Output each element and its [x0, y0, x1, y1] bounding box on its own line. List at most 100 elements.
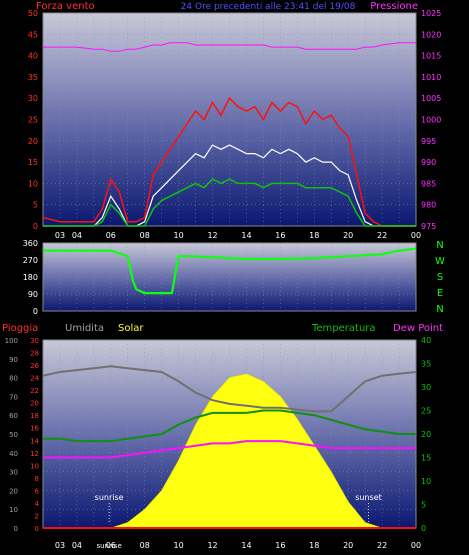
humidity-tick-label: 0 — [14, 525, 18, 533]
pressure-tick-label: 975 — [421, 222, 436, 231]
wind-tick-label: 40 — [28, 52, 38, 61]
pressure-tick-label: 1010 — [421, 73, 441, 82]
compass-label-W: W — [435, 256, 445, 267]
weather-time-tick-label: 08 — [140, 541, 150, 550]
compass-label-E: E — [437, 288, 443, 299]
rain-tick-label: 16 — [30, 425, 39, 433]
pressure-tick-label: 990 — [421, 158, 436, 167]
weather-time-tick-label: 04 — [72, 541, 82, 550]
temperature-tick-label: 5 — [421, 501, 426, 510]
pressure-tick-label: 1000 — [421, 116, 441, 125]
rain-tick-label: 2 — [35, 512, 39, 520]
series-pressione-line — [43, 42, 416, 52]
humidity-tick-label: 40 — [9, 450, 18, 458]
sunset-annotation: sunset — [355, 493, 382, 502]
humidity-tick-label: 100 — [5, 337, 18, 345]
rain-tick-label: 8 — [35, 475, 39, 483]
weather-time-tick-label: 10 — [174, 541, 184, 550]
pressure-tick-label: 995 — [421, 137, 436, 146]
temperature-tick-label: 15 — [421, 454, 431, 463]
direction-tick-label: 180 — [23, 273, 38, 282]
weather-time-tick-label: 22 — [377, 541, 387, 550]
rain-tick-label: 4 — [35, 500, 40, 508]
wind-time-tick-label: 08 — [140, 231, 150, 240]
temperature-axis-ticks: 0 5 10 15 20 25 30 35 40 — [421, 336, 431, 533]
pressure-tick-label: 985 — [421, 179, 436, 188]
humidity-tick-label: 70 — [9, 393, 18, 401]
wind-time-tick-label: 14 — [241, 231, 251, 240]
wind-tick-label: 45 — [28, 30, 38, 39]
wind-time-tick-label: 03 — [55, 231, 65, 240]
rain-tick-label: 18 — [30, 412, 39, 420]
compass-label-N: N — [436, 304, 443, 315]
rain-tick-label: 6 — [35, 487, 40, 495]
sunrise-tick-label: sunrise — [96, 542, 121, 550]
compass-label-S: S — [437, 272, 443, 283]
temperature-tick-label: 30 — [421, 383, 431, 392]
compass-label-N: N — [436, 240, 443, 251]
weather-time-tick-label: 06 — [106, 541, 116, 550]
weather-series — [42, 365, 417, 529]
humidity-axis-ticks: 0 10 20 30 40 50 60 70 80 90 100 — [5, 337, 18, 533]
humidity-tick-label: 80 — [9, 375, 18, 383]
wind-time-axis-ticks: 03 04 06 08 10 12 14 16 18 20 22 00 — [55, 231, 421, 240]
pressure-tick-label: 980 — [421, 201, 436, 210]
weather-time-tick-label: 12 — [207, 541, 217, 550]
temperature-tick-label: 25 — [421, 407, 431, 416]
wind-pressure-series — [42, 42, 416, 227]
wind-tick-label: 25 — [28, 116, 38, 125]
wind-tick-label: 20 — [28, 137, 38, 146]
wind-tick-label: 0 — [33, 222, 38, 231]
wind-tick-label: 15 — [28, 158, 38, 167]
pressure-tick-label: 1005 — [421, 94, 441, 103]
pressure-label: Pressione — [370, 1, 418, 12]
wind-direction-plot-area — [42, 242, 417, 312]
wind-time-tick-label: 12 — [207, 231, 217, 240]
direction-tick-label: 0 — [33, 307, 38, 316]
wind-strength-label: Forza vento — [36, 1, 95, 12]
rain-tick-label: 24 — [30, 375, 39, 383]
series-temperatura-line — [43, 409, 416, 443]
wind-tick-label: 35 — [28, 73, 38, 82]
series-dew_point-line — [43, 440, 416, 459]
humidity-tick-label: 20 — [9, 487, 18, 495]
wind-direction-grid — [43, 242, 417, 312]
rain-tick-label: 0 — [35, 525, 39, 533]
series-direzione-line — [43, 247, 417, 295]
series-umidita-line — [42, 365, 417, 413]
pressure-tick-label: 1025 — [421, 9, 441, 18]
humidity-label: Umidita — [65, 323, 104, 334]
dew-point-label: Dew Point — [393, 323, 443, 334]
series-vento-line — [43, 144, 416, 227]
weather-time-tick-label: 03 — [55, 541, 65, 550]
humidity-tick-label: 60 — [9, 412, 18, 420]
wind-tick-label: 50 — [28, 9, 38, 18]
temperature-label: Temperatura — [311, 323, 376, 334]
rain-tick-label: 12 — [30, 450, 39, 458]
wind-tick-label: 10 — [28, 179, 38, 188]
wind-time-tick-label: 06 — [106, 231, 116, 240]
rain-tick-label: 14 — [30, 437, 39, 445]
weather-time-tick-label: 14 — [241, 541, 251, 550]
series-raffica-line — [42, 96, 416, 227]
weather-time-tick-label: 00 — [411, 541, 421, 550]
temperature-tick-label: 20 — [421, 430, 431, 439]
humidity-tick-label: 90 — [9, 356, 18, 364]
wind-time-tick-label: 18 — [309, 231, 319, 240]
direction-tick-label: 270 — [23, 256, 38, 265]
wind-time-tick-label: 04 — [72, 231, 82, 240]
weather-time-tick-label: 20 — [343, 541, 353, 550]
rain-tick-label: 26 — [30, 362, 39, 370]
temperature-tick-label: 35 — [421, 360, 431, 369]
chart-period-label: 24 Ore precedenti alle 23:41 del 19/08 — [181, 2, 356, 12]
series-media-line — [43, 178, 416, 227]
direction-tick-label: 90 — [28, 290, 38, 299]
rain-tick-label: 30 — [30, 337, 39, 345]
solar-label: Solar — [118, 323, 144, 334]
rain-tick-label: 28 — [30, 350, 39, 358]
